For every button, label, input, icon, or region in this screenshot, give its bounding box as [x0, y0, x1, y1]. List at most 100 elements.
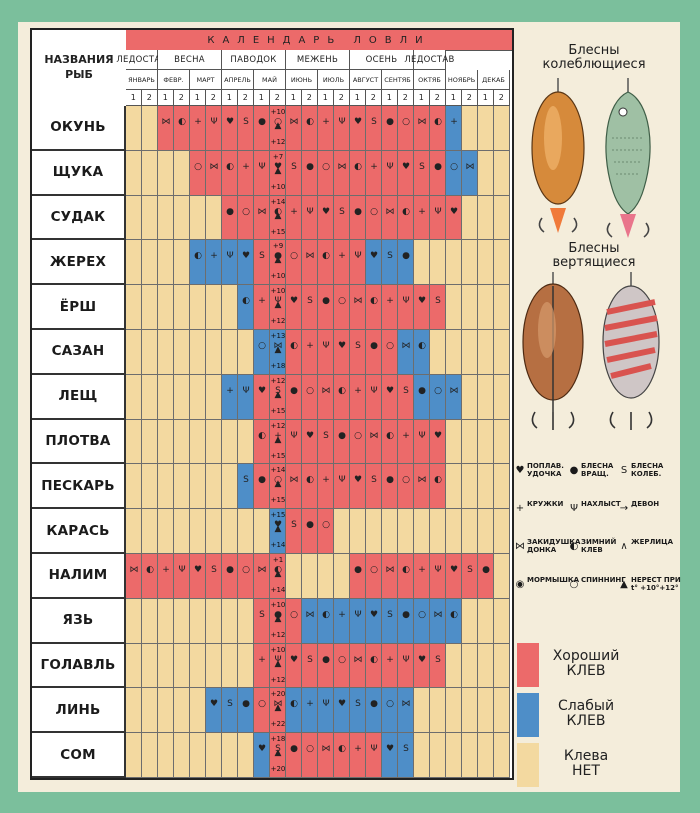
- tackle-symbol-icon: S: [307, 296, 313, 307]
- bite-cell: [318, 195, 334, 241]
- bite-cell: [366, 464, 382, 510]
- tackle-symbol-icon: ⋈: [433, 609, 443, 620]
- bite-cell: [190, 509, 206, 554]
- bite-cell: [206, 374, 222, 420]
- tackle-symbol-icon: ⋈: [417, 475, 427, 486]
- oscillating-lures-title: Блесны колеблющиеся: [542, 43, 646, 73]
- tackle-symbol-icon: ⋈: [289, 475, 299, 486]
- spawn-temp-bottom: +15: [270, 496, 286, 505]
- bite-cell: [238, 150, 254, 196]
- fishing-calendar-grid: НАЗВАНИЯ РЫБ КАЛЕНДАРЬ ЛОВЛИ ЛЕДОСТАВ ВЕС…: [30, 28, 514, 780]
- month-label: ИЮНЬ: [286, 70, 318, 90]
- bite-cell: [318, 643, 334, 689]
- fish-name: ЯЗЬ: [32, 598, 126, 644]
- bite-cell: [142, 464, 158, 510]
- bite-cell: [494, 554, 510, 599]
- tackle-symbol-icon: ◐: [322, 251, 330, 262]
- bite-cell: [238, 374, 254, 420]
- bite-cell: [190, 419, 206, 465]
- bite-cell: [430, 509, 446, 554]
- tackle-symbol-icon: ⋈: [353, 654, 363, 665]
- tackle-symbol-icon: Ψ: [210, 117, 218, 127]
- bite-cell: [382, 150, 398, 196]
- bite-cell: [398, 195, 414, 241]
- tackle-symbol-icon: +: [450, 117, 458, 127]
- spawning-icon: ▲: [274, 165, 282, 176]
- spawn-temp-top: +12: [270, 376, 286, 385]
- oscillating-lures-illustration: [531, 78, 651, 238]
- bite-cell: [222, 419, 238, 465]
- tackle-symbol-icon: ⋈: [353, 296, 363, 307]
- tackle-symbol-icon: ♥: [337, 341, 347, 351]
- tackle-symbol-icon: S: [291, 520, 297, 531]
- season-label: ОСЕНЬ: [350, 50, 414, 70]
- bite-cell: [286, 419, 302, 465]
- bite-cell: [478, 643, 494, 689]
- bite-cell: [334, 509, 350, 554]
- bite-cell: [286, 106, 302, 151]
- bite-cell: [206, 688, 222, 734]
- bite-cell: [206, 330, 222, 375]
- tackle-symbol-icon: ♥: [433, 430, 443, 441]
- spawning-icon: ▲: [274, 658, 282, 669]
- tackle-symbol-icon: ◐: [306, 117, 314, 127]
- bite-cell: [350, 374, 366, 420]
- tackle-symbol-icon: Ψ: [338, 475, 346, 486]
- legend-label: КРУЖКИ: [527, 500, 564, 508]
- tackle-symbol-icon: S: [387, 251, 393, 262]
- bite-cell: [174, 240, 190, 286]
- bite-cell: [302, 285, 318, 330]
- bite-cell: [398, 240, 414, 286]
- tackle-symbol-icon: ◐: [370, 296, 378, 307]
- spawn-temp-bottom: +14: [270, 586, 286, 594]
- tackle-symbol-icon: S: [259, 251, 265, 262]
- spawning-icon: ▲: [274, 300, 282, 311]
- bite-cell: [158, 643, 174, 689]
- tackle-symbol-icon: Ψ: [338, 117, 346, 127]
- tackle-symbol-icon: S: [211, 565, 217, 575]
- bite-cell: [398, 374, 414, 420]
- tackle-symbol-icon: +: [354, 744, 362, 755]
- fish-name: КАРАСЬ: [32, 509, 126, 554]
- tackle-symbol-icon: ♥: [289, 296, 299, 307]
- tackle-symbol-icon: ◐: [338, 385, 346, 396]
- bite-cell: [302, 240, 318, 286]
- fish-name: ЛИНЬ: [32, 688, 126, 734]
- legend-label: ЖЕРЛИЦА: [631, 538, 674, 546]
- season-label: ПАВОДОК: [222, 50, 286, 70]
- month-label: СЕНТЯБ: [382, 70, 414, 90]
- bite-cell: [142, 106, 158, 151]
- bite-cell: [398, 330, 414, 375]
- half-month-label: 1: [318, 90, 334, 106]
- bite-cell: [270, 374, 286, 420]
- month-label: АВГУСТ: [350, 70, 382, 90]
- tackle-symbol-icon: S: [275, 744, 281, 755]
- tackle-symbol-icon: ◐: [194, 251, 202, 262]
- bite-cell: [270, 150, 286, 196]
- bite-cell: [174, 330, 190, 375]
- bite-cell: [366, 106, 382, 151]
- bite-cell: [142, 195, 158, 241]
- bite-cell: [350, 150, 366, 196]
- bite-cell: [158, 419, 174, 465]
- fish-names-caption: НАЗВАНИЯ РЫБ: [32, 30, 128, 108]
- bite-cell: [174, 195, 190, 241]
- spawning-icon: ▲: [274, 345, 282, 355]
- bite-cell: [334, 464, 350, 510]
- spawn-temp-top: +13: [270, 332, 286, 340]
- bite-cell: [254, 554, 270, 599]
- bite-cell: [478, 374, 494, 420]
- tackle-symbol-icon: Ψ: [322, 341, 330, 351]
- tackle-symbol-icon: ♥: [385, 744, 395, 755]
- fish-name: СУДАК: [32, 195, 126, 241]
- half-month-label: 1: [414, 90, 430, 106]
- bite-cell: [494, 150, 510, 196]
- bite-cell: [398, 643, 414, 689]
- bite-cell: [126, 330, 142, 375]
- bite-cell: [302, 106, 318, 151]
- half-month-label: 1: [382, 90, 398, 106]
- spawning-icon: ▲: [274, 524, 282, 535]
- bite-cell: [366, 509, 382, 554]
- bite-cell: [174, 733, 190, 778]
- bite-cell: [174, 374, 190, 420]
